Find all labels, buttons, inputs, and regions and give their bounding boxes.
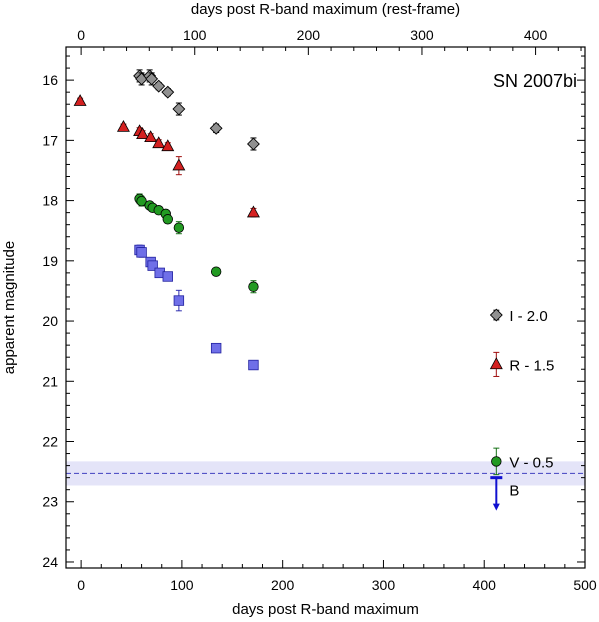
triangle-marker — [116, 119, 130, 132]
top-axis-label: days post R-band maximum (rest-frame) — [191, 1, 460, 18]
data-point — [136, 195, 147, 207]
square-marker — [248, 359, 259, 371]
legend-label: R - 1.5 — [509, 357, 554, 374]
y-tick-label: 19 — [42, 253, 58, 269]
x-tick-label: 400 — [473, 577, 497, 593]
triangle-marker — [152, 136, 166, 149]
circle-marker — [248, 281, 259, 292]
data-point — [209, 121, 223, 135]
x2-tick-label: 200 — [297, 27, 321, 43]
legend-item: I - 2.0 — [489, 308, 548, 325]
diamond-marker — [145, 72, 159, 86]
data-point — [173, 222, 185, 233]
data-point — [161, 85, 175, 99]
square-marker — [147, 260, 158, 271]
x2-tick-label: 0 — [77, 27, 85, 43]
diamond-marker — [161, 85, 175, 99]
x2-tick-label: 400 — [524, 27, 548, 43]
data-point — [248, 281, 259, 292]
x-axis-label: days post R-band maximum — [232, 601, 419, 618]
legend-label: I - 2.0 — [509, 308, 547, 325]
x-tick-label: 100 — [170, 577, 194, 593]
data-point — [210, 266, 222, 277]
series-r-1-5 — [73, 94, 260, 218]
triangle-marker — [246, 205, 260, 218]
data-point — [152, 136, 166, 149]
legend-marker — [489, 357, 503, 370]
x2-tick-label: 100 — [183, 27, 207, 43]
square-marker — [173, 295, 185, 306]
y-tick-label: 23 — [42, 494, 58, 510]
square-marker — [136, 247, 147, 258]
x-tick-label: 200 — [271, 577, 295, 593]
data-series — [73, 69, 260, 371]
square-marker — [210, 342, 222, 354]
data-point — [136, 127, 150, 140]
diamond-marker — [247, 137, 260, 151]
legend-marker — [489, 308, 503, 322]
data-point — [162, 271, 173, 282]
limit-arrow-head — [492, 503, 500, 511]
data-point — [161, 139, 175, 152]
y-tick-label: 22 — [42, 434, 58, 450]
circle-marker — [210, 266, 222, 277]
legend-item: V - 0.5 — [491, 447, 554, 476]
y-tick-label: 20 — [42, 313, 58, 329]
series-b — [134, 244, 259, 371]
diamond-marker — [152, 79, 166, 93]
triangle-marker — [73, 94, 87, 106]
data-point — [247, 137, 260, 151]
legend-marker — [491, 456, 502, 467]
triangle-marker — [161, 139, 175, 152]
circle-marker — [491, 456, 502, 467]
axis-ticks: 0 100 200 300 400 500 0 100 200 300 400 16 17 18 19 20 2… — [42, 27, 596, 593]
data-point — [116, 119, 130, 132]
diamond-marker — [172, 102, 186, 116]
x-tick-label: 0 — [77, 577, 85, 593]
triangle-marker — [136, 127, 150, 140]
y-tick-label: 21 — [42, 373, 58, 389]
triangle-marker — [489, 357, 503, 370]
diamond-marker — [209, 121, 223, 135]
legend-label: V - 0.5 — [509, 454, 553, 471]
legend-item: R - 1.5 — [489, 351, 554, 377]
y-tick-label: 18 — [42, 193, 58, 209]
data-point — [162, 214, 173, 225]
data-point — [145, 72, 159, 86]
data-point — [172, 158, 186, 171]
data-point — [248, 359, 259, 371]
x-tick-label: 300 — [372, 577, 396, 593]
data-point — [172, 102, 186, 116]
y-axis-label: apparent magnitude — [1, 241, 18, 374]
x2-tick-label: 300 — [410, 27, 434, 43]
series-v-0-5 — [134, 193, 259, 294]
y-tick-label: 24 — [42, 554, 58, 570]
legend: I - 2.0 R - 1.5 V - 0.5 B — [489, 308, 554, 511]
data-point — [173, 295, 185, 306]
data-point — [73, 94, 87, 106]
circle-marker — [173, 222, 185, 233]
circle-marker — [162, 214, 173, 225]
data-point — [152, 79, 166, 93]
diamond-marker — [489, 308, 503, 322]
triangle-marker — [144, 130, 158, 143]
legend-label: B — [509, 483, 519, 500]
circle-marker — [136, 195, 147, 207]
data-point — [136, 247, 147, 258]
series-i-2-0 — [133, 69, 260, 151]
data-point — [210, 342, 222, 354]
legend-item: B — [490, 476, 519, 511]
triangle-marker — [172, 158, 186, 171]
square-marker — [162, 271, 173, 282]
data-point — [246, 205, 260, 218]
y-tick-label: 16 — [42, 72, 58, 88]
x-tick-label: 500 — [573, 577, 597, 593]
data-point — [144, 130, 158, 143]
y-tick-label: 17 — [42, 132, 58, 148]
chart-title: SN 2007bi — [493, 71, 577, 91]
b-band-limit-band — [66, 461, 585, 486]
plot-frame — [65, 46, 586, 569]
data-point — [147, 260, 158, 271]
